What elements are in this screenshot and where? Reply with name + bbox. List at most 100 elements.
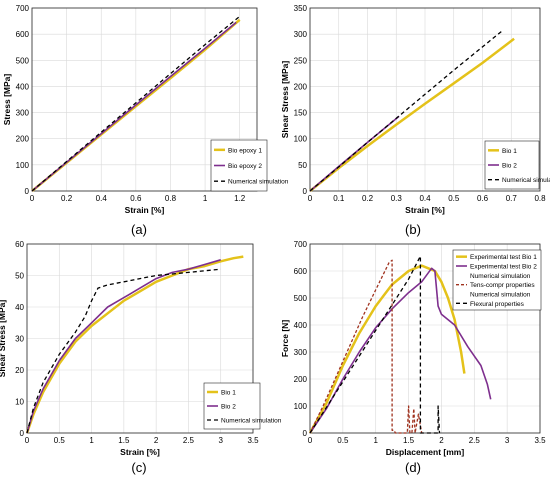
axes-frame [309,243,541,434]
y-tick-label: 0 [303,187,308,196]
x-tick-label: 0.5 [448,194,460,203]
x-tick-label: 1.5 [118,436,130,445]
legend-label: Bio 2 [502,163,517,170]
x-tick-label: 3 [218,436,223,445]
y-tick-label: 400 [294,321,308,330]
legend-label: Bio 1 [221,390,236,397]
legend-label: Bio epoxy 2 [228,163,262,170]
x-tick-label: 0.7 [506,194,518,203]
legend-label: Flexural properties [470,301,525,308]
legend-label: Bio 2 [221,404,236,411]
x-axis-label: Displacement [mm] [386,447,465,457]
y-tick-label: 300 [294,348,308,357]
y-tick-label: 250 [294,56,308,65]
legend-label: Numerical simulation [502,177,550,184]
legend-label: Experimental test Bio 2 [470,264,537,271]
x-tick-label: 2.5 [183,436,195,445]
x-tick-label: 0.5 [54,436,66,445]
y-tick-label: 200 [294,82,308,91]
x-tick-label: 1.2 [234,194,246,203]
axes-frame [26,243,254,434]
series-line [309,29,504,192]
y-tick-label: 60 [15,240,24,249]
y-tick-label: 0 [20,429,25,438]
x-axis-label: Strain [%] [405,205,445,215]
x-tick-label: 0.1 [333,194,345,203]
y-tick-label: 700 [16,4,30,13]
y-axis-label: Shear Stress [MPa] [0,300,7,378]
series-line [308,264,466,434]
legend-label: Bio 1 [502,148,517,155]
y-tick-label: 600 [16,30,30,39]
y-tick-label: 200 [16,135,30,144]
panel-c: 0 0.5 1 1.5 2 2.5 3 3.5 0 10 20 30 40 50 60 Strain [%] S… [0,240,282,457]
legend-label: Numerical simulation [221,418,282,425]
series-line [309,37,515,192]
x-tick-label: 0.6 [477,194,489,203]
panel-d: 0 0.5 1 1.5 2 2.5 3 3.5 0 100 200 300 400 500 600 700 Di… [280,240,546,457]
panel-b: 0 0.1 0.2 0.3 0.4 0.5 0.6 0.7 0.8 0 50 100 150 200 250… [280,4,550,215]
x-tick-label: 0.2 [362,194,374,203]
y-tick-label: 0 [303,429,308,438]
legend-label: Tens-compr properties [470,282,535,289]
legend-label: Experimental test Bio 1 [470,254,537,261]
y-tick-label: 100 [294,402,308,411]
x-tick-label: 0.5 [337,436,349,445]
y-tick-label: 700 [294,240,308,249]
x-tick-label: 0.6 [130,194,142,203]
legend-label: Numerical simulation [470,273,531,280]
y-tick-label: 500 [294,294,308,303]
y-tick-label: 0 [25,187,30,196]
x-tick-label: 0 [30,194,35,203]
y-tick-label: 400 [16,82,30,91]
x-axis-label: Strain [%] [120,447,160,457]
x-tick-label: 0.4 [419,194,431,203]
y-axis-label: Shear Stress [MPa] [280,61,290,139]
y-tick-label: 600 [294,267,308,276]
series-line [309,255,441,434]
series-line [25,255,244,434]
x-tick-label: 1 [203,194,208,203]
legend-label: Bio epoxy 1 [228,147,262,154]
x-tick-label: 0.8 [165,194,177,203]
x-tick-label: 0.2 [61,194,73,203]
x-tick-label: 2.5 [469,436,481,445]
x-tick-label: 0 [308,194,313,203]
x-tick-label: 1 [89,436,94,445]
y-tick-label: 100 [294,135,308,144]
x-tick-label: 2 [154,436,159,445]
y-tick-label: 50 [15,272,24,281]
x-tick-label: 0.4 [96,194,108,203]
legend-label: Numerical simulation [470,292,531,299]
series-line [309,267,492,434]
caption-b: (b) [405,222,421,237]
series-line [309,259,423,434]
y-tick-label: 20 [15,366,24,375]
y-tick-label: 10 [15,398,24,407]
panel-a: 0 0.2 0.4 0.6 0.8 1 1.2 0 100 200 300 400 500 600 700 S… [2,4,289,215]
y-tick-label: 350 [294,4,308,13]
y-tick-label: 500 [16,56,30,65]
caption-c: (c) [131,460,146,475]
x-tick-label: 0 [308,436,313,445]
y-tick-label: 30 [15,335,24,344]
y-tick-label: 40 [15,303,24,312]
x-tick-label: 2 [439,436,444,445]
x-tick-label: 3.5 [247,436,259,445]
y-tick-label: 150 [294,109,308,118]
y-tick-label: 50 [298,161,307,170]
axes-frame [31,7,258,192]
y-axis-label: Stress [MPa] [2,74,12,126]
x-tick-label: 3 [505,436,510,445]
series-line [31,15,241,192]
y-tick-label: 300 [294,30,308,39]
y-tick-label: 300 [16,109,30,118]
y-axis-label: Force [N] [280,320,290,357]
y-tick-label: 100 [16,161,30,170]
y-tick-label: 200 [294,375,308,384]
x-tick-label: 3.5 [534,436,546,445]
x-tick-label: 0.8 [534,194,546,203]
x-tick-label: 0 [25,436,30,445]
